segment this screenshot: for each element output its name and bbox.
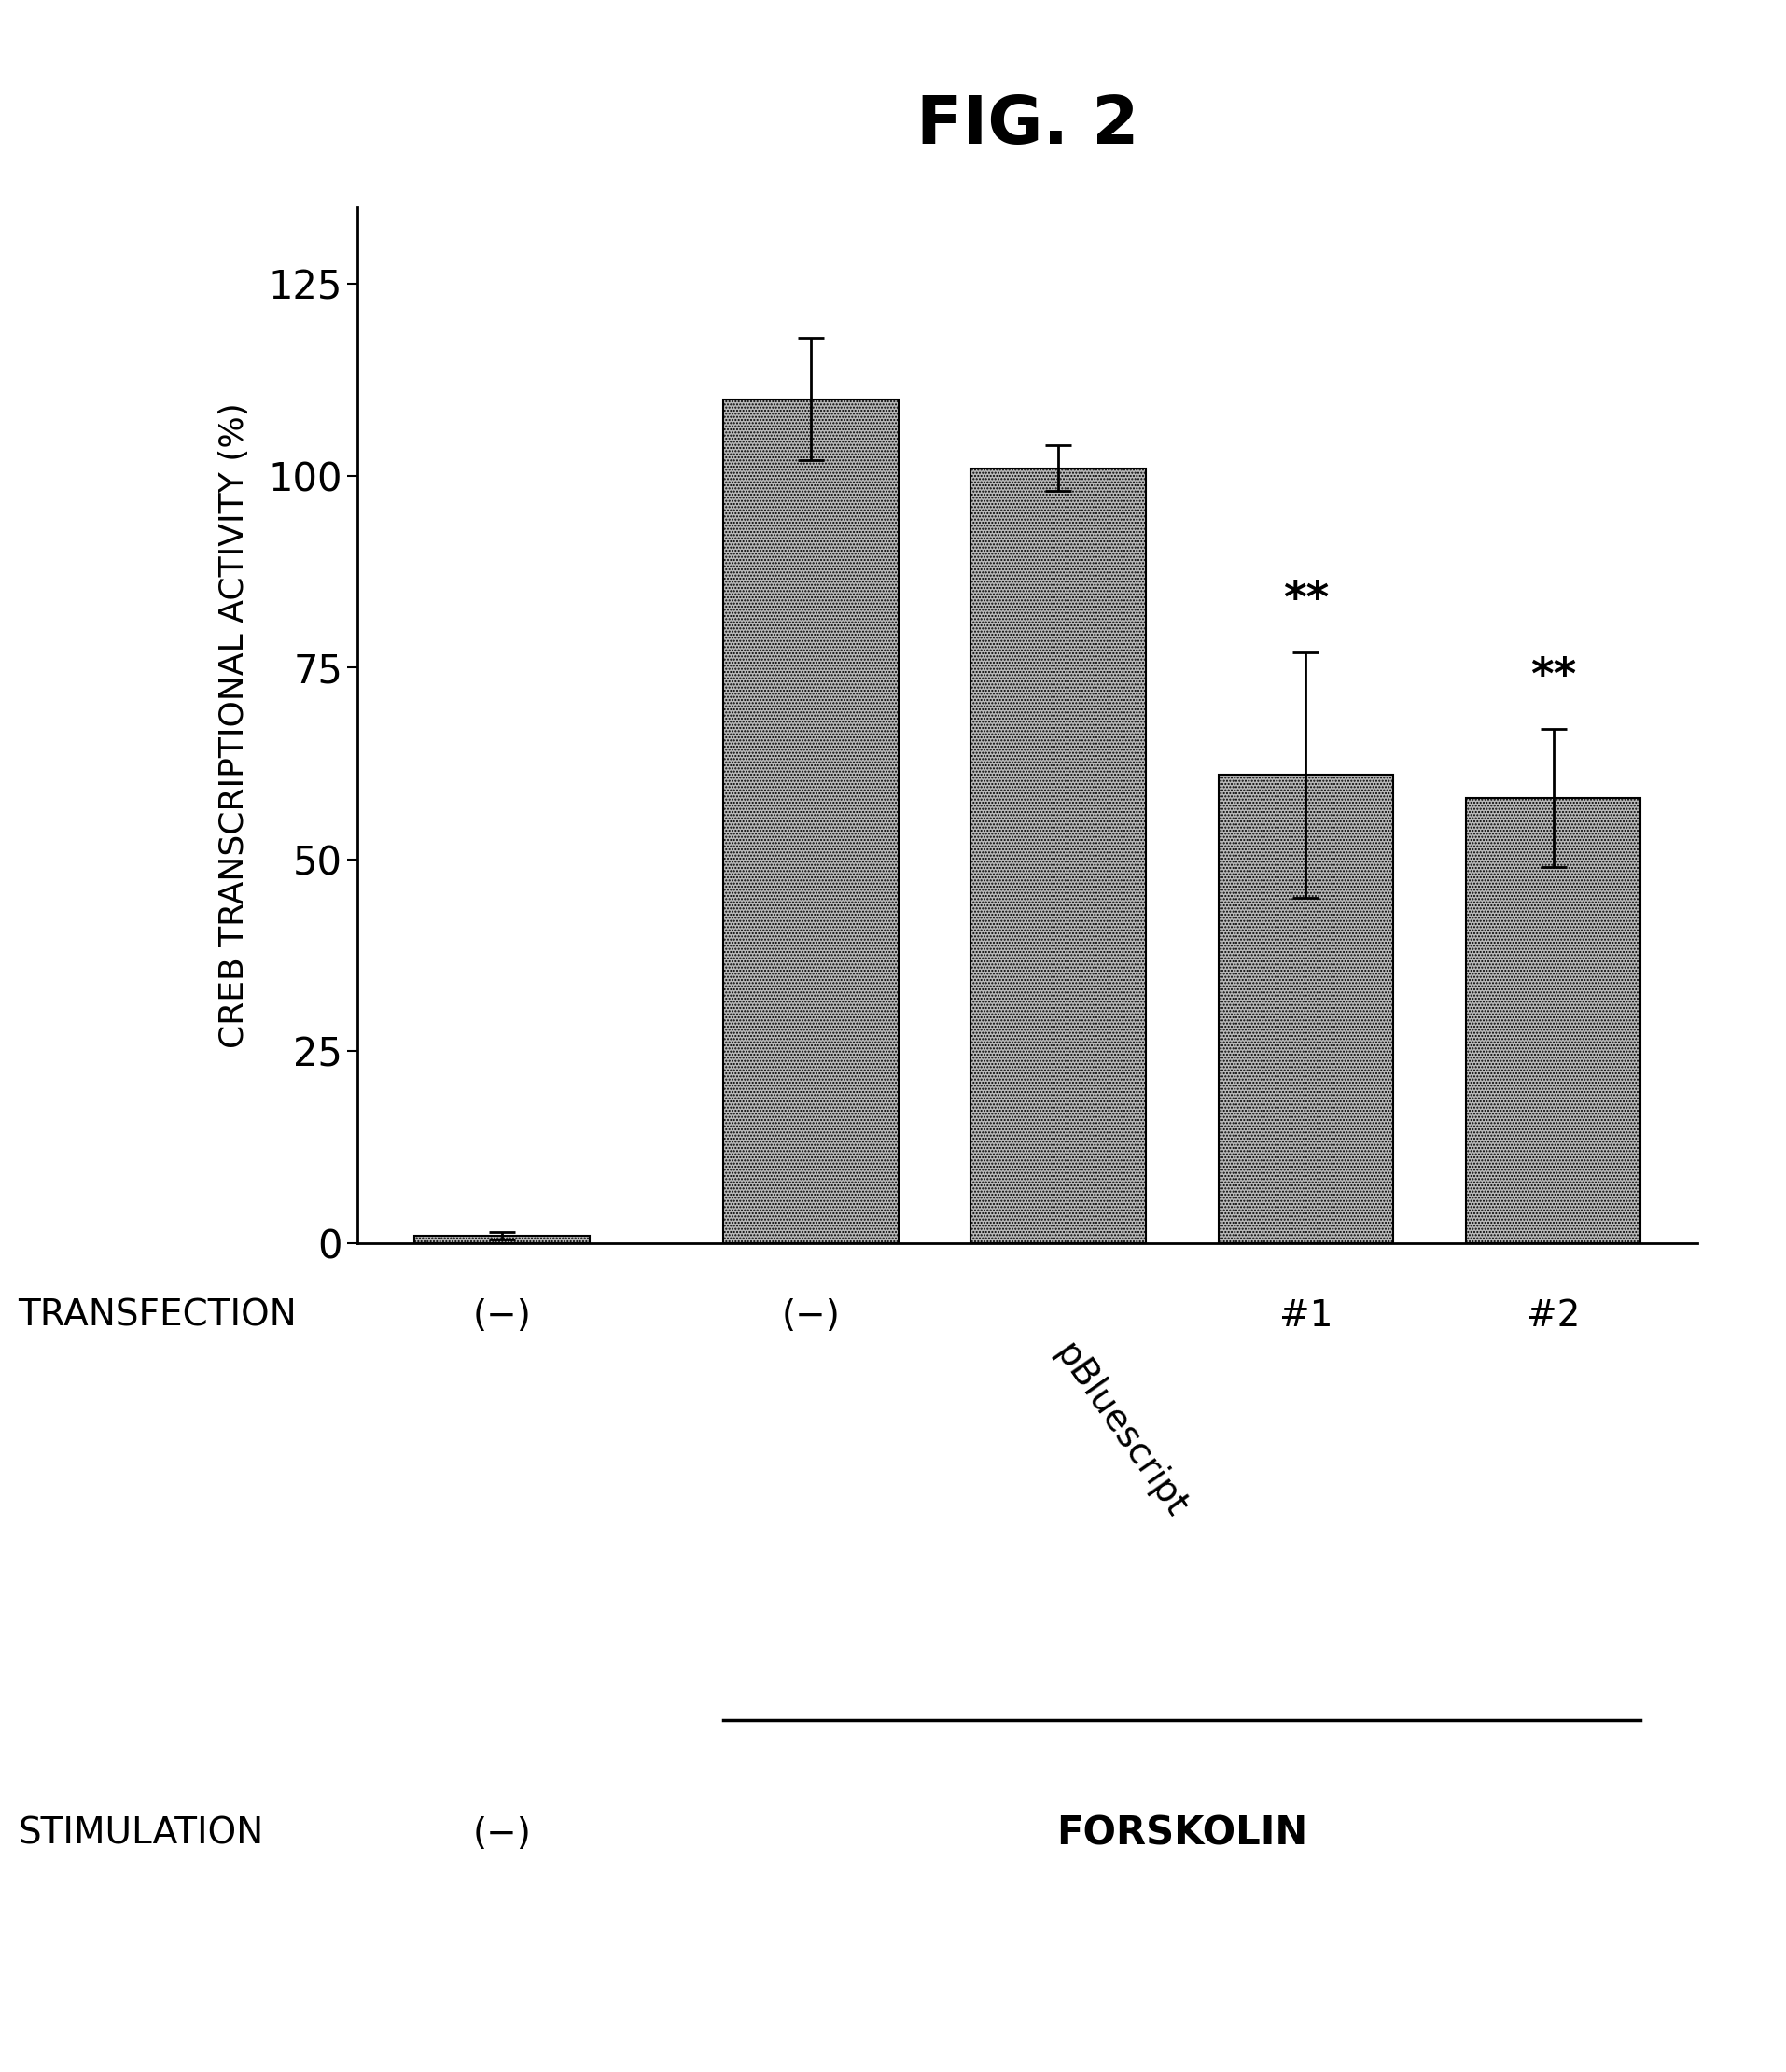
- Text: (−): (−): [780, 1297, 839, 1334]
- Bar: [414, 1235, 589, 1243]
- Bar: [1465, 798, 1640, 1243]
- Text: #1: #1: [1279, 1297, 1332, 1334]
- Text: (−): (−): [472, 1297, 530, 1334]
- Text: STIMULATION: STIMULATION: [18, 1815, 263, 1852]
- Text: TRANSFECTION: TRANSFECTION: [18, 1297, 296, 1334]
- Text: FORSKOLIN: FORSKOLIN: [1056, 1815, 1307, 1852]
- Text: pBluescript: pBluescript: [1047, 1336, 1193, 1525]
- Bar: [970, 468, 1145, 1243]
- Text: FIG. 2: FIG. 2: [916, 93, 1138, 157]
- Text: (−): (−): [472, 1815, 530, 1852]
- Text: **: **: [1282, 580, 1329, 622]
- Text: #2: #2: [1525, 1297, 1579, 1334]
- Text: **: **: [1529, 657, 1575, 698]
- Bar: [723, 400, 898, 1243]
- Y-axis label: CREB TRANSCRIPTIONAL ACTIVITY (%): CREB TRANSCRIPTIONAL ACTIVITY (%): [218, 402, 250, 1048]
- Bar: [1218, 775, 1393, 1243]
